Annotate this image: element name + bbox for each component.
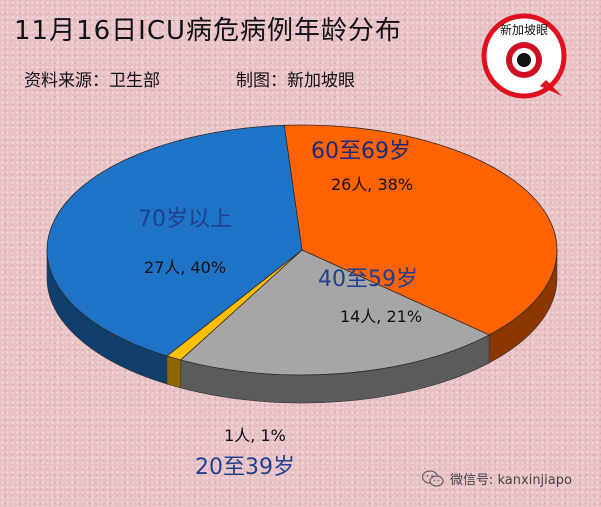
pie-top-faces xyxy=(46,124,558,376)
slice-name-label-1: 40至59岁 xyxy=(318,267,418,292)
wechat-icon xyxy=(422,469,444,487)
logo-text: 新加坡眼 xyxy=(500,22,548,37)
slice-value-label-1: 14人, 21% xyxy=(340,307,422,326)
wechat-id: 微信号: kanxinjiapo xyxy=(450,473,572,488)
slice-name-label-3: 70岁以上 xyxy=(138,207,232,232)
pie-labels: 60至69岁 26人, 38% 40至59岁 14人, 21% 20至39岁 1人, 1%… xyxy=(138,139,422,480)
slice-name-label-2: 20至39岁 xyxy=(195,455,295,480)
maker-note: 制图：新加坡眼 xyxy=(236,71,355,91)
wechat-watermark: 微信号: kanxinjiapo xyxy=(422,469,572,488)
pie-slice-3 xyxy=(46,124,303,357)
slice-value-label-0: 26人, 38% xyxy=(331,175,413,194)
pie-slice-0 xyxy=(283,124,558,336)
pie-slice-1 xyxy=(179,249,491,376)
slice-value-label-3: 27人, 40% xyxy=(144,258,226,277)
slice-value-label-2: 1人, 1% xyxy=(224,426,286,445)
brand-logo: 新加坡眼 xyxy=(481,13,567,99)
chart-title: 11月16日ICU病危病例年龄分布 xyxy=(14,16,403,46)
pie-side-2 xyxy=(166,355,182,389)
source-note: 资料来源：卫生部 xyxy=(24,71,160,91)
slice-name-label-0: 60至69岁 xyxy=(311,139,411,164)
